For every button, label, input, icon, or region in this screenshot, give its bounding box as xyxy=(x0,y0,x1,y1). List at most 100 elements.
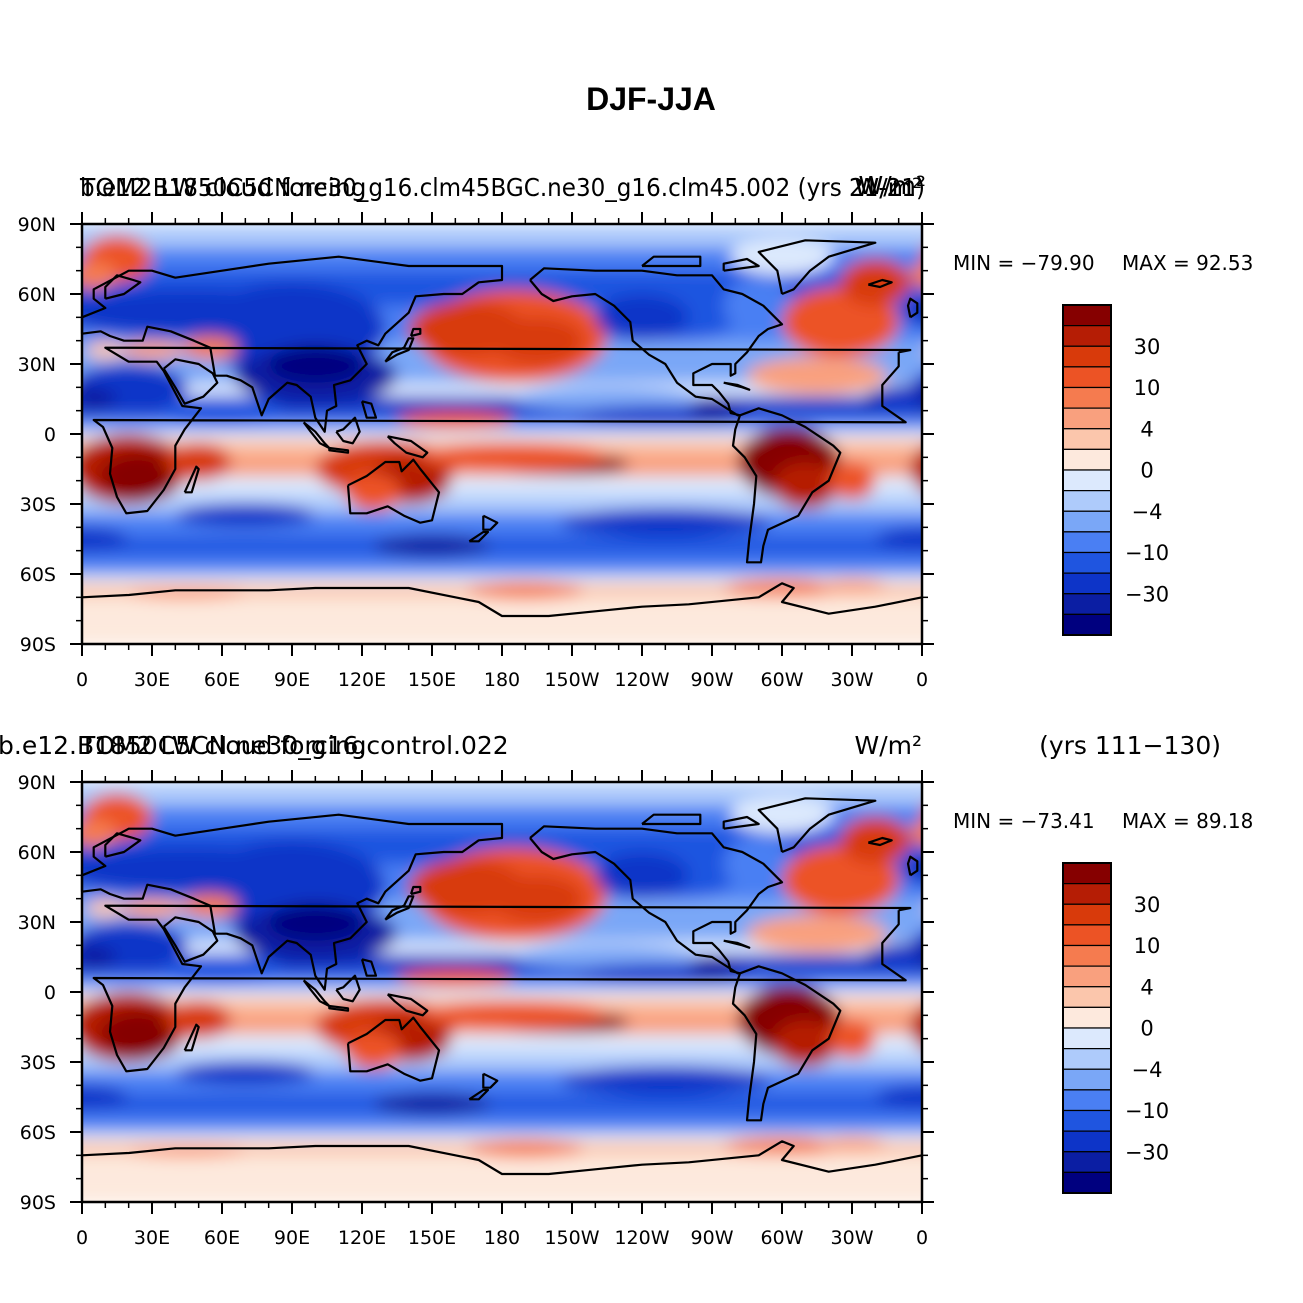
lon-tick-label: 150E xyxy=(408,669,456,691)
lat-tick-label: 0 xyxy=(44,982,56,1004)
colorbar-swatch xyxy=(1062,965,1112,988)
colorbar-swatch xyxy=(1062,1089,1112,1112)
colorbar-swatch xyxy=(1062,944,1112,967)
lat-tick-label: 60N xyxy=(18,842,56,864)
map-panel-top: TOM2 LW cloud forcing b.e12.B1850C5CN.ne… xyxy=(18,171,1254,691)
lat-tick-label: 30N xyxy=(18,912,56,934)
colorbar-swatch xyxy=(1062,613,1112,636)
lon-tick-label: 90W xyxy=(691,1227,734,1249)
colorbar-swatch xyxy=(1062,593,1112,615)
lon-tick-label: 90E xyxy=(274,1227,310,1249)
min-value: MIN = −73.41 xyxy=(953,809,1095,833)
coastlines xyxy=(80,239,923,618)
max-value: MAX = 89.18 xyxy=(1122,809,1253,833)
max-value: MAX = 92.53 xyxy=(1122,251,1253,275)
lat-tick-label: 60S xyxy=(20,1122,56,1144)
colorbar: 30 10 4 0 −4 −10 −30 xyxy=(1062,862,1169,1194)
lon-tick-label: 60W xyxy=(761,1227,804,1249)
colorbar-label: 4 xyxy=(1140,975,1153,999)
lon-tick-label: 150W xyxy=(544,1227,599,1249)
panel-label-variable: TOM2 LW cloud forcing xyxy=(79,173,367,202)
colorbar-swatch xyxy=(1062,386,1112,409)
colorbar-swatch xyxy=(1062,924,1112,947)
colorbar-swatch xyxy=(1062,1068,1112,1091)
lon-tick-label: 0 xyxy=(916,1227,928,1249)
lon-tick-label: 120W xyxy=(614,1227,669,1249)
lon-tick-label: 0 xyxy=(916,669,928,691)
lon-tick-label: 0 xyxy=(76,1227,88,1249)
colorbar-label: −10 xyxy=(1125,541,1169,565)
panel-years-label: (yrs 111−130) xyxy=(1039,731,1221,760)
lon-tick-label: 0 xyxy=(76,669,88,691)
colorbar-label: −4 xyxy=(1132,500,1163,524)
colorbar-label: 10 xyxy=(1134,376,1161,400)
map-panel-bottom: TOM2 LW cloud forcing b.e12.B1850C5CN.ne… xyxy=(0,731,1253,1249)
colorbar-swatch xyxy=(1062,510,1112,533)
lon-tick-label: 120E xyxy=(338,1227,386,1249)
lat-tick-label: 90S xyxy=(20,634,56,656)
colorbar-swatch xyxy=(1062,490,1112,512)
colorbar-swatch xyxy=(1062,1006,1112,1029)
colorbar-swatch xyxy=(1062,551,1112,574)
map-frame: 90N 60N 30N 0 30S 60S 90S 0 30E 60E 90E 120E 150E 180… xyxy=(18,770,934,1249)
lon-tick-label: 90W xyxy=(691,669,734,691)
colorbar-label: 30 xyxy=(1134,893,1161,917)
coastlines xyxy=(80,797,923,1176)
colorbar: 30 10 4 0 −4 −10 −30 xyxy=(1062,304,1169,636)
colorbar-label: −10 xyxy=(1125,1099,1169,1123)
colorbar-swatch xyxy=(1062,1048,1112,1070)
colorbar-swatch xyxy=(1062,1109,1112,1132)
colorbar-label: −30 xyxy=(1125,582,1169,606)
lat-tick-label: 90S xyxy=(20,1192,56,1214)
lon-tick-label: 30E xyxy=(134,1227,170,1249)
colorbar-swatch xyxy=(1062,883,1112,905)
colorbar-label: −4 xyxy=(1132,1058,1163,1082)
colorbar-swatch xyxy=(1062,428,1112,450)
lon-tick-label: 180 xyxy=(484,669,520,691)
lat-tick-label: 30S xyxy=(20,494,56,516)
lon-tick-label: 30W xyxy=(831,1227,874,1249)
colorbar-swatch xyxy=(1062,1171,1112,1194)
colorbar-swatch xyxy=(1062,448,1112,471)
lat-tick-label: 30S xyxy=(20,1052,56,1074)
colorbar-label: −30 xyxy=(1125,1140,1169,1164)
lon-tick-label: 30E xyxy=(134,669,170,691)
colorbar-label: 4 xyxy=(1140,417,1153,441)
lat-tick-label: 60S xyxy=(20,564,56,586)
axis-ticks: 90N 60N 30N 0 30S 60S 90S 0 30E 60E 90E 120E 150E 180… xyxy=(18,770,934,1249)
panel-units-label: W/m² xyxy=(854,173,922,202)
colorbar-swatch xyxy=(1062,903,1112,926)
lon-tick-label: 120E xyxy=(338,669,386,691)
colorbar-swatch xyxy=(1062,1151,1112,1173)
lon-tick-label: 150E xyxy=(408,1227,456,1249)
colorbar-swatch xyxy=(1062,304,1112,327)
lon-tick-label: 60E xyxy=(204,1227,240,1249)
panel-units-label: W/m² xyxy=(854,731,922,760)
colorbar-swatch xyxy=(1062,1027,1112,1050)
lat-tick-label: 60N xyxy=(18,284,56,306)
main-title: DJF-JJA xyxy=(586,81,716,117)
colorbar-swatch xyxy=(1062,862,1112,885)
panel-label-variable: TOM2 LW cloud forcing xyxy=(79,731,367,760)
colorbar-label: 10 xyxy=(1134,934,1161,958)
lon-tick-label: 180 xyxy=(484,1227,520,1249)
panel-label-case: b.e12.B1850C5CN.ne30_g16.control.022 xyxy=(0,731,509,760)
colorbar-label: 0 xyxy=(1140,1017,1153,1041)
lon-tick-label: 60W xyxy=(761,669,804,691)
panel-label-case: b.e12.B1850C5CN.ne30_g16.clm45BGC.ne30_g… xyxy=(80,173,925,202)
panel-units-label-overlap: W/m² xyxy=(858,171,926,200)
colorbar-label: 30 xyxy=(1134,335,1161,359)
lat-tick-label: 90N xyxy=(18,214,56,236)
colorbar-swatch xyxy=(1062,407,1112,430)
lon-tick-label: 120W xyxy=(614,669,669,691)
colorbar-label: 0 xyxy=(1140,459,1153,483)
colorbar-swatch xyxy=(1062,1130,1112,1153)
colorbar-swatch xyxy=(1062,531,1112,554)
lat-tick-label: 0 xyxy=(44,424,56,446)
min-value: MIN = −79.90 xyxy=(953,251,1095,275)
colorbar-swatch xyxy=(1062,325,1112,347)
lat-tick-label: 90N xyxy=(18,772,56,794)
colorbar-swatch xyxy=(1062,572,1112,595)
contour-field xyxy=(82,224,922,644)
